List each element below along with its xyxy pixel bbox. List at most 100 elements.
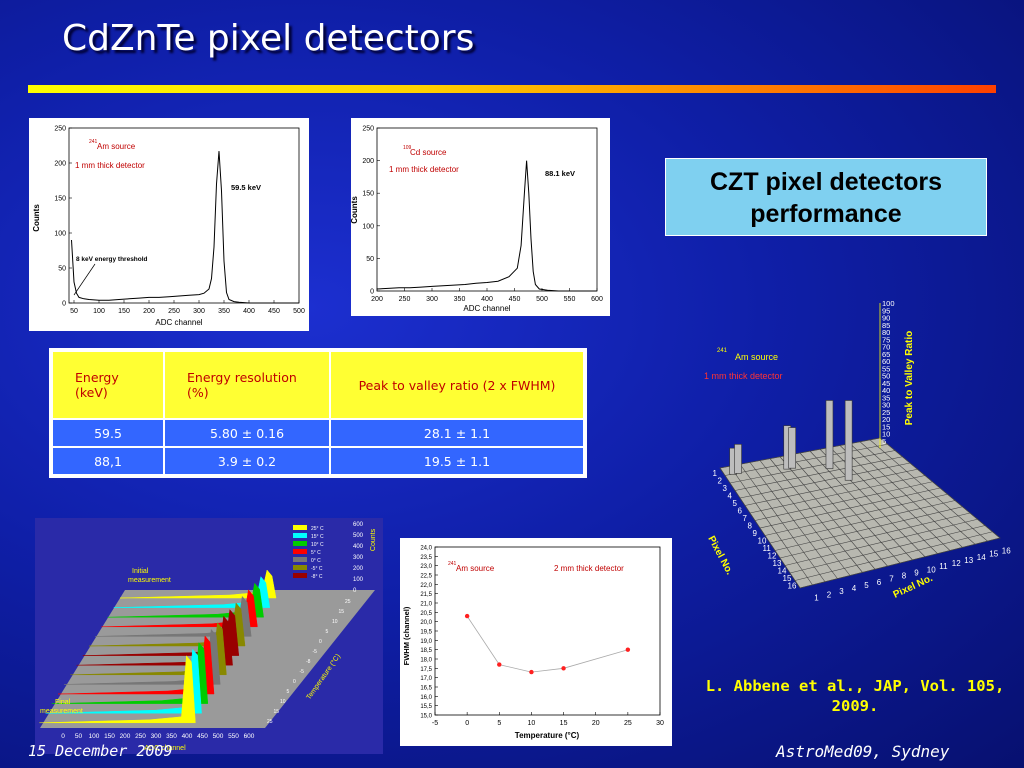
z-tick-label: 70	[882, 343, 890, 352]
x-axis-label: Temperature (°C)	[515, 731, 580, 740]
threshold-label: 8 keV energy threshold	[76, 256, 148, 263]
legend-label: -5° C	[311, 566, 323, 572]
y-tick-label: 100	[54, 231, 66, 238]
y-tick-label: 100	[353, 577, 364, 583]
x-tick-label: 350	[454, 296, 466, 303]
x-tick-label: 1	[814, 593, 819, 602]
y-tick-label: 22,5	[420, 574, 432, 580]
y-tick-label: 200	[353, 566, 364, 572]
z-tick-label: 95	[882, 306, 890, 315]
y-tick-label: 1	[713, 469, 718, 478]
legend-swatch	[293, 533, 307, 538]
legend-label: -8° C	[311, 574, 323, 580]
y-tick-label: 19,0	[420, 639, 432, 645]
z-tick-label: 0	[319, 639, 322, 645]
x-tick-label: 15	[560, 720, 568, 727]
x-tick-label: 200	[143, 308, 155, 315]
x-tick-label: 400	[481, 296, 493, 303]
footer-date: 15 December 2009	[28, 742, 173, 760]
y-tick-label: 21,5	[420, 592, 432, 598]
y-axis-label: Counts	[370, 528, 377, 551]
y-tick-label: 15,5	[420, 704, 432, 710]
am-spectrum-chart: 50 100 150 200 250 300 350 400 450 500 0 50 100 150 20…	[32, 126, 305, 328]
z-tick-label: -5	[300, 669, 305, 675]
x-tick-label: 450	[268, 308, 280, 315]
y-tick-label: 10	[758, 536, 767, 545]
spectrum-series	[45, 648, 202, 714]
y-tick-label: 50	[366, 256, 374, 263]
y-tick-label: 2	[718, 476, 723, 485]
y-tick-label: 24,0	[420, 546, 432, 552]
grid-line	[879, 437, 1001, 539]
x-tick-label: 30	[656, 720, 664, 727]
cd-spectrum-panel: 200 250 300 350 400 450 500 550 600 0 50 100 150 200 2…	[350, 118, 610, 316]
x-tick-label: 16	[1002, 547, 1011, 556]
grid-line	[789, 525, 986, 574]
y-tick-label: 250	[362, 126, 374, 133]
z-tick-label: 90	[882, 314, 890, 323]
z-tick-label: 15	[339, 609, 345, 615]
fwhm-chart: -5 0 5 10 15 20 25 30 15,0 15,5 16,0 16,5 17,0 17,5 18…	[402, 546, 664, 741]
y-axis-label: Pixel No.	[705, 534, 735, 577]
grid-line	[809, 450, 913, 561]
y-tick-label: 0	[370, 289, 374, 296]
thickness-label: 2 mm thick detector	[554, 564, 624, 573]
x-tick-label: 250	[399, 296, 411, 303]
source-superscript: 241	[89, 139, 98, 145]
y-tick-label: 22,0	[420, 583, 432, 589]
x-tick-label: 25	[624, 720, 632, 727]
z-tick-label: 30	[882, 401, 890, 410]
final-label: Final measurement	[40, 699, 83, 715]
z-tick-label: 15	[882, 422, 890, 431]
cell-peak-valley: 28.1 ± 1.1	[329, 418, 585, 448]
legend-label: 15° C	[311, 534, 324, 540]
y-tick-label: 100	[362, 223, 374, 230]
grid-line	[819, 449, 926, 557]
y-tick-label: 17,5	[420, 667, 432, 673]
y-tick-label: 20,0	[420, 620, 432, 626]
z-tick-label: -8	[306, 659, 311, 665]
legend-label: 10° C	[311, 542, 324, 548]
x-tick-label: 2	[827, 590, 832, 599]
y-tick-label: 5	[733, 499, 738, 508]
y-tick-label: 17,0	[420, 676, 432, 682]
y-tick-label: 250	[54, 126, 66, 133]
y-tick-label: 15	[783, 574, 792, 583]
x-tick-label: 150	[104, 733, 115, 740]
grid-line	[869, 439, 988, 542]
x-tick-label: 20	[592, 720, 600, 727]
x-tick-label: 10	[528, 720, 536, 727]
x-tick-label: 100	[93, 308, 105, 315]
citation-line-2: 2009.	[831, 697, 879, 715]
y-tick-label: 16	[788, 581, 797, 590]
y-tick-label: 50	[58, 266, 66, 273]
peak-label: 88.1 keV	[545, 169, 575, 178]
source-superscript: 109	[403, 145, 412, 151]
y-tick-label: 600	[353, 522, 364, 528]
x-tick-label: 5	[497, 720, 501, 727]
footer-venue: AstroMed09, Sydney	[776, 742, 950, 761]
z-tick-label: 65	[882, 350, 890, 359]
spectrum-series	[51, 641, 209, 704]
z-tick-label: 25	[345, 599, 351, 605]
data-point	[561, 666, 566, 671]
grid-line	[759, 487, 941, 529]
bar	[844, 400, 853, 481]
y-tick-label: 16,5	[420, 686, 432, 692]
results-table: Energy (keV) Energy resolution (%) Peak …	[49, 348, 587, 478]
legend-swatch	[293, 541, 307, 546]
y-tick-label: 200	[362, 158, 374, 165]
z-tick-label: -5	[313, 649, 318, 655]
spectrum-line	[376, 160, 597, 292]
grid-line	[794, 531, 993, 581]
x-tick-label: 15	[989, 550, 998, 559]
cell-energy: 88,1	[51, 446, 165, 476]
title-underline	[28, 85, 996, 93]
page-title: CdZnTe pixel detectors	[62, 18, 475, 59]
x-tick-label: 6	[877, 578, 882, 587]
source-label: Am source	[735, 352, 778, 362]
z-tick-label: 85	[882, 321, 890, 330]
cell-resolution: 5.80 ± 0.16	[163, 418, 331, 448]
x-tick-label: 250	[168, 308, 180, 315]
x-tick-label: 500	[293, 308, 305, 315]
